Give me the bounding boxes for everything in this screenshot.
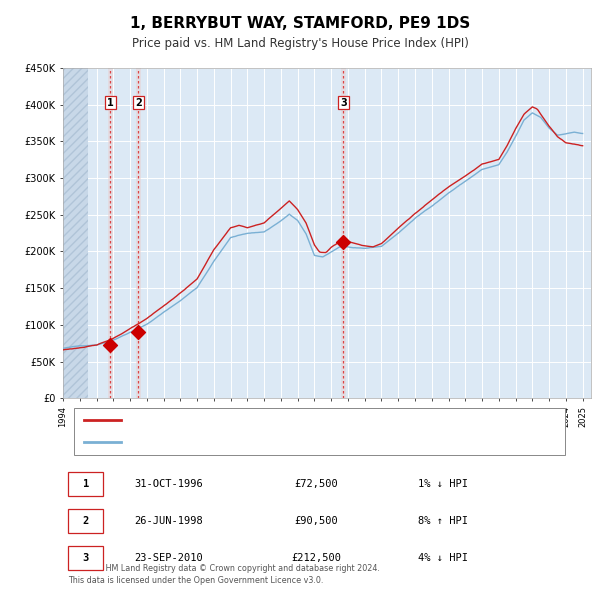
FancyBboxPatch shape bbox=[74, 408, 565, 455]
Bar bbox=[341, 68, 346, 398]
Text: 1, BERRYBUT WAY, STAMFORD, PE9 1DS: 1, BERRYBUT WAY, STAMFORD, PE9 1DS bbox=[130, 16, 470, 31]
Text: 23-SEP-2010: 23-SEP-2010 bbox=[134, 553, 203, 563]
Text: 31-OCT-1996: 31-OCT-1996 bbox=[134, 479, 203, 489]
Text: 8% ↑ HPI: 8% ↑ HPI bbox=[418, 516, 468, 526]
Text: HPI: Average price, detached house, South Kesteven: HPI: Average price, detached house, Sout… bbox=[131, 438, 382, 447]
Text: 1, BERRYBUT WAY, STAMFORD, PE9 1DS (detached house): 1, BERRYBUT WAY, STAMFORD, PE9 1DS (deta… bbox=[131, 416, 407, 425]
Text: 3: 3 bbox=[340, 97, 347, 107]
Text: 2: 2 bbox=[135, 97, 142, 107]
Text: £212,500: £212,500 bbox=[292, 553, 341, 563]
Bar bbox=[63, 68, 88, 398]
Text: £72,500: £72,500 bbox=[295, 479, 338, 489]
Point bbox=[106, 340, 115, 350]
Point bbox=[338, 238, 348, 247]
Bar bbox=[108, 68, 113, 398]
FancyBboxPatch shape bbox=[68, 546, 103, 570]
Text: £90,500: £90,500 bbox=[295, 516, 338, 526]
Text: 1: 1 bbox=[107, 97, 114, 107]
Bar bbox=[136, 68, 141, 398]
Text: 2: 2 bbox=[83, 516, 89, 526]
Text: Price paid vs. HM Land Registry's House Price Index (HPI): Price paid vs. HM Land Registry's House … bbox=[131, 37, 469, 50]
Text: 1% ↓ HPI: 1% ↓ HPI bbox=[418, 479, 468, 489]
Text: 4% ↓ HPI: 4% ↓ HPI bbox=[418, 553, 468, 563]
Text: 3: 3 bbox=[83, 553, 89, 563]
Point bbox=[134, 327, 143, 336]
Text: Contains HM Land Registry data © Crown copyright and database right 2024.
This d: Contains HM Land Registry data © Crown c… bbox=[68, 565, 380, 585]
FancyBboxPatch shape bbox=[68, 472, 103, 496]
Text: 1: 1 bbox=[83, 479, 89, 489]
FancyBboxPatch shape bbox=[68, 509, 103, 533]
Text: 26-JUN-1998: 26-JUN-1998 bbox=[134, 516, 203, 526]
